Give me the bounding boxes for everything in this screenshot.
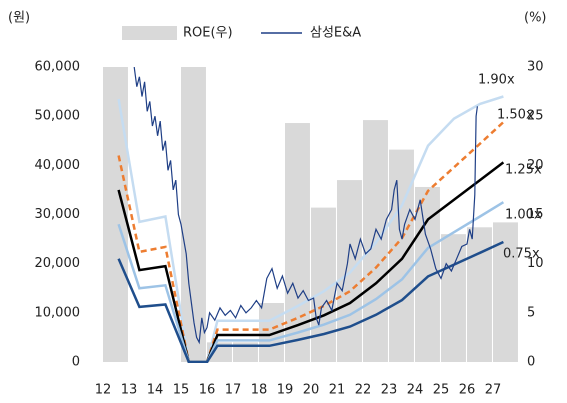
bar xyxy=(181,67,206,362)
x-tick-label: 25 xyxy=(433,383,450,398)
band-line xyxy=(117,201,505,363)
bar xyxy=(467,227,492,362)
line-layer xyxy=(117,67,505,363)
bar-layer xyxy=(103,67,518,362)
band-line xyxy=(117,161,505,363)
x-tick-label: 24 xyxy=(407,383,424,398)
band-label: 1.50x xyxy=(497,108,534,123)
y2-tick-label: 5 xyxy=(527,305,535,320)
y2-tick-label: 10 xyxy=(527,256,544,271)
y2-tick-label: 25 xyxy=(527,109,544,124)
y-tick-label: 30,000 xyxy=(35,207,81,222)
bar xyxy=(337,180,362,362)
band-label: 1.00x xyxy=(505,208,542,223)
y-tick-label: 20,000 xyxy=(35,256,81,271)
y-tick-label: 50,000 xyxy=(35,109,81,124)
bar xyxy=(389,149,414,362)
x-tick-label: 13 xyxy=(121,383,138,398)
bar xyxy=(233,342,258,362)
y-tick-label: 10,000 xyxy=(35,305,81,320)
band-label: 1.25x xyxy=(505,163,542,178)
bar xyxy=(493,222,518,362)
x-tick-label: 15 xyxy=(173,383,190,398)
x-tick-label: 21 xyxy=(329,383,346,398)
y-tick-label: 40,000 xyxy=(35,158,81,173)
y2-tick-label: 30 xyxy=(527,60,544,75)
x-tick-label: 18 xyxy=(251,383,268,398)
y2-tick-label: 15 xyxy=(527,207,544,222)
band-line xyxy=(117,240,504,363)
y-unit: (원) xyxy=(8,11,30,26)
legend-label: 삼성E&A xyxy=(310,26,361,41)
band-label: 0.75x xyxy=(503,247,540,262)
bar xyxy=(415,186,440,362)
x-tick-label: 16 xyxy=(199,383,216,398)
x-tick-label: 20 xyxy=(303,383,320,398)
y-tick-label: 60,000 xyxy=(35,60,81,75)
x-tick-label: 14 xyxy=(147,383,164,398)
y2-tick-label: 0 xyxy=(527,355,535,370)
y-tick-label: 0 xyxy=(72,355,80,370)
x-tick-label: 19 xyxy=(277,383,294,398)
band-label: 1.90x xyxy=(478,73,515,88)
y2-tick-label: 20 xyxy=(527,158,544,173)
x-tick-label: 26 xyxy=(459,383,476,398)
bar xyxy=(441,234,466,362)
legend-swatch xyxy=(122,26,177,40)
band-line xyxy=(117,121,505,363)
legend-label: ROE(우) xyxy=(183,26,233,41)
x-tick-label: 17 xyxy=(225,383,242,398)
x-tick-label: 23 xyxy=(381,383,398,398)
x-tick-label: 27 xyxy=(485,383,502,398)
y2-unit: (%) xyxy=(524,11,547,26)
x-tick-label: 12 xyxy=(95,383,112,398)
band-line xyxy=(117,95,504,363)
x-tick-label: 22 xyxy=(355,383,372,398)
price-line xyxy=(133,67,478,345)
bar xyxy=(363,120,388,362)
